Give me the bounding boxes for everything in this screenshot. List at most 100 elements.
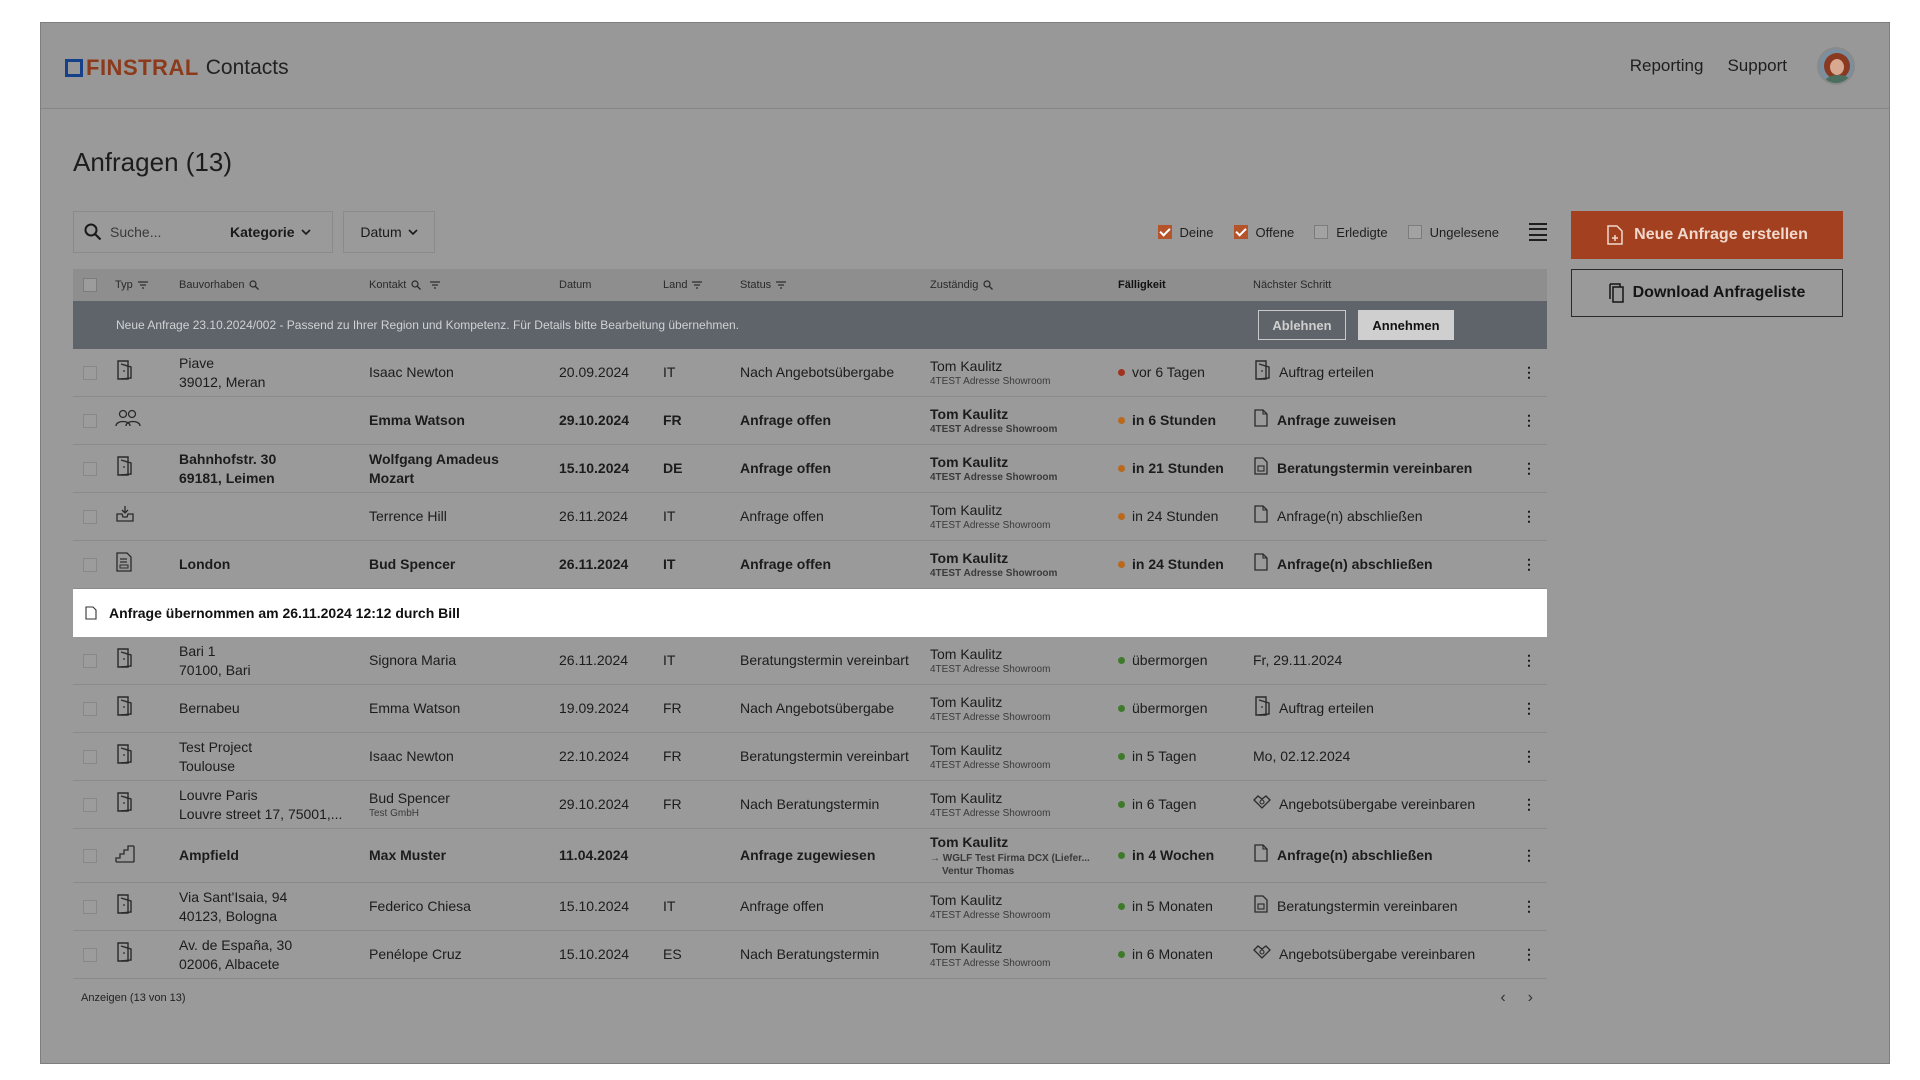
next-step-cell[interactable]: Anfrage(n) abschließen (1253, 829, 1508, 882)
reject-button[interactable]: Ablehnen (1258, 310, 1346, 340)
row-checkbox[interactable] (83, 797, 97, 812)
row-checkbox[interactable] (83, 701, 97, 716)
row-checkbox[interactable] (83, 899, 97, 914)
row-checkbox[interactable] (83, 365, 97, 380)
more-options-icon[interactable]: ⋮ (1522, 847, 1536, 864)
nav-support[interactable]: Support (1727, 56, 1787, 75)
select-all-checkbox[interactable] (83, 269, 97, 301)
next-page-icon[interactable]: › (1527, 989, 1533, 1006)
next-step-cell[interactable]: Auftrag erteilen (1253, 349, 1508, 396)
table-row[interactable]: Louvre Paris Louvre street 17, 75001,... B… (73, 781, 1547, 829)
filter-ungelesene[interactable]: Ungelesene (1407, 225, 1499, 240)
avatar[interactable] (1817, 47, 1855, 85)
table-row[interactable]: Ampfield Max Muster 11.04.2024 Anfrage zuge… (73, 829, 1547, 883)
col-status[interactable]: Status (740, 269, 787, 301)
project-cell: Av. de España, 30 02006, Albacete (179, 931, 364, 978)
filter-offene[interactable]: Offene (1233, 225, 1294, 240)
category-dropdown[interactable]: Kategorie (230, 224, 311, 240)
col-land[interactable]: Land (663, 269, 703, 301)
date-cell: 19.09.2024 (559, 685, 659, 732)
col-typ[interactable]: Typ (115, 269, 148, 301)
table-row[interactable]: Emma Watson 29.10.2024 FR Anfrage offen Tom … (73, 397, 1547, 445)
contact-cell[interactable]: Emma Watson (369, 685, 549, 732)
contact-cell[interactable]: Penélope Cruz (369, 931, 549, 978)
date-cell: 26.11.2024 (559, 493, 659, 540)
table-row[interactable]: Test Project Toulouse Isaac Newton 22.10.20… (73, 733, 1547, 781)
more-options-icon[interactable]: ⋮ (1522, 700, 1536, 717)
more-options-icon[interactable]: ⋮ (1522, 412, 1536, 429)
more-options-icon[interactable]: ⋮ (1522, 508, 1536, 525)
table-row[interactable]: Via Sant'Isaia, 94 40123, Bologna Federico… (73, 883, 1547, 931)
table-row[interactable]: London Bud Spencer 26.11.2024 IT Anfrage off… (73, 541, 1547, 589)
row-checkbox[interactable] (83, 509, 97, 524)
next-step-cell[interactable]: Beratungstermin vereinbaren (1253, 445, 1508, 492)
col-bauvorhaben[interactable]: Bauvorhaben (179, 269, 260, 301)
checkbox[interactable] (1314, 225, 1329, 239)
next-step-cell[interactable]: Anfrage(n) abschließen (1253, 493, 1508, 540)
next-step-cell[interactable]: Fr, 29.11.2024 (1253, 637, 1508, 684)
prev-page-icon[interactable]: ‹ (1500, 989, 1506, 1006)
date-dropdown[interactable]: Datum (343, 211, 435, 253)
table-row[interactable]: Bernabeu Emma Watson 19.09.2024 FR Nach Ange… (73, 685, 1547, 733)
next-step-cell[interactable]: Beratungstermin vereinbaren (1253, 883, 1508, 930)
contact-cell[interactable]: Bud Spencer Test GmbH (369, 781, 549, 828)
col-zustandig[interactable]: Zuständig (930, 269, 994, 301)
next-step-cell[interactable]: Angebotsübergabe vereinbaren (1253, 931, 1508, 978)
row-checkbox[interactable] (83, 749, 97, 764)
filter-deine[interactable]: Deine (1157, 225, 1214, 240)
contact-cell[interactable]: Terrence Hill (369, 493, 549, 540)
more-options-icon[interactable]: ⋮ (1522, 460, 1536, 477)
row-checkbox[interactable] (83, 653, 97, 668)
more-options-icon[interactable]: ⋮ (1522, 556, 1536, 573)
table-row[interactable]: Bahnhofstr. 30 69181, Leimen Wolfgang Amad… (73, 445, 1547, 493)
contact-cell[interactable]: Max Muster (369, 829, 549, 882)
more-options-icon[interactable]: ⋮ (1522, 652, 1536, 669)
logo[interactable]: FINSTRAL Contacts (65, 55, 289, 81)
due-status-dot (1118, 561, 1125, 568)
table-row[interactable]: Bari 1 70100, Bari Signora Maria 26.11.2024… (73, 637, 1547, 685)
col-datum[interactable]: Datum (559, 269, 591, 301)
next-step-cell[interactable]: Anfrage(n) abschließen (1253, 541, 1508, 588)
create-request-button[interactable]: Neue Anfrage erstellen (1571, 211, 1843, 259)
nav-reporting[interactable]: Reporting (1629, 56, 1704, 75)
table-row[interactable]: Piave 39012, Meran Isaac Newton 20.09.2024 I… (73, 349, 1547, 397)
row-checkbox[interactable] (83, 848, 97, 863)
next-step-cell[interactable]: Mo, 02.12.2024 (1253, 733, 1508, 780)
filter-erledigte[interactable]: Erledigte (1314, 225, 1388, 240)
responsible-cell: Tom Kaulitz → WGLF Test Firma DCX (Liefer… (930, 829, 1115, 882)
more-options-icon[interactable]: ⋮ (1522, 946, 1536, 963)
contact-cell[interactable]: Emma Watson (369, 397, 549, 444)
contact-cell[interactable]: Signora Maria (369, 637, 549, 684)
contact-cell[interactable]: Bud Spencer (369, 541, 549, 588)
more-options-icon[interactable]: ⋮ (1522, 898, 1536, 915)
checkbox-checked[interactable] (1233, 225, 1248, 239)
more-options-icon[interactable]: ⋮ (1522, 748, 1536, 765)
col-schritt[interactable]: Nächster Schritt (1253, 269, 1331, 301)
checkbox-checked[interactable] (1157, 225, 1172, 239)
row-checkbox[interactable] (83, 413, 97, 428)
row-checkbox[interactable] (83, 557, 97, 572)
contact-cell[interactable]: Federico Chiesa (369, 883, 549, 930)
contact-cell[interactable]: Isaac Newton (369, 733, 549, 780)
checkbox[interactable] (1407, 225, 1422, 239)
row-checkbox[interactable] (83, 947, 97, 962)
next-step-cell[interactable]: Anfrage zuweisen (1253, 397, 1508, 444)
form-icon (115, 552, 133, 576)
more-options-icon[interactable]: ⋮ (1522, 796, 1536, 813)
more-options-icon[interactable]: ⋮ (1522, 364, 1536, 381)
accept-button[interactable]: Annehmen (1358, 310, 1454, 340)
next-step-cell[interactable]: Auftrag erteilen (1253, 685, 1508, 732)
contact-cell[interactable]: Wolfgang Amadeus Mozart (369, 445, 549, 492)
responsible-sub: 4TEST Adresse Showroom (930, 568, 1058, 580)
list-view-icon[interactable] (1529, 223, 1547, 241)
col-falligkeit[interactable]: Fälligkeit (1118, 269, 1166, 301)
contact-cell[interactable]: Isaac Newton (369, 349, 549, 396)
row-checkbox[interactable] (83, 461, 97, 476)
search-box[interactable]: Kategorie (73, 211, 333, 253)
download-list-button[interactable]: Download Anfrageliste (1571, 269, 1843, 317)
col-kontakt[interactable]: Kontakt (369, 269, 441, 301)
next-step-cell[interactable]: Angebotsübergabe vereinbaren (1253, 781, 1508, 828)
table-row[interactable]: Terrence Hill 26.11.2024 IT Anfrage offen To… (73, 493, 1547, 541)
search-input[interactable] (110, 224, 220, 240)
table-row[interactable]: Av. de España, 30 02006, Albacete Penélope… (73, 931, 1547, 979)
